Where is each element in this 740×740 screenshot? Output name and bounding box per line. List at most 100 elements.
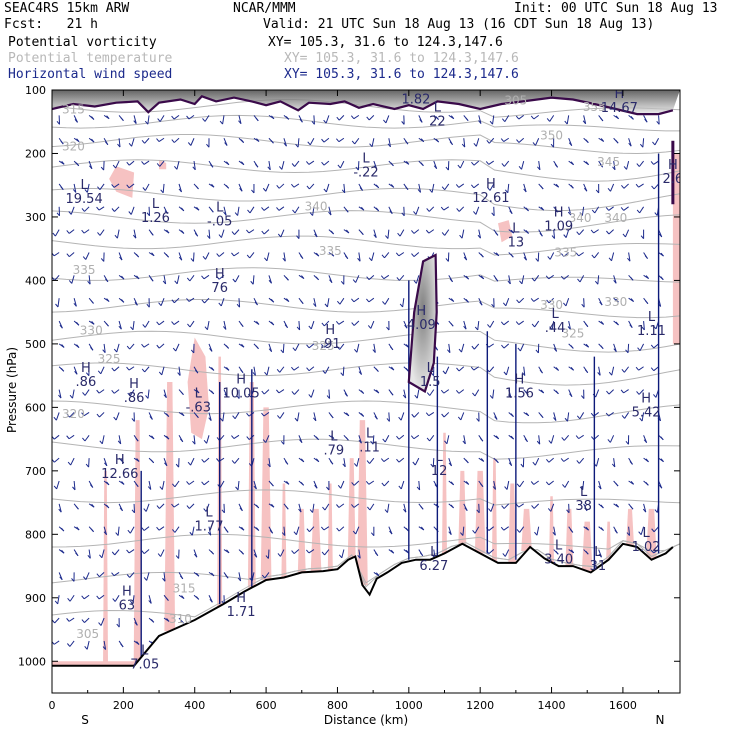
shading-column-23 [646, 508, 657, 560]
theta-line-9 [52, 330, 680, 353]
wind-vector-112 [118, 480, 125, 485]
terrain-line [52, 542, 674, 667]
wind-vector-136 [133, 480, 139, 488]
wind-vector-691 [538, 366, 543, 374]
theta-label-5: 335 [73, 263, 96, 277]
hl-letter-30: L [555, 539, 563, 554]
wind-vector-35 [73, 366, 78, 375]
wind-vector-385 [306, 160, 315, 165]
wind-vector-226 [193, 389, 200, 394]
wind-vector-529 [411, 229, 420, 234]
hl-value-23: .79 [324, 444, 345, 459]
wind-vector-126 [133, 252, 140, 258]
theta-label-15: 345 [597, 155, 620, 169]
wind-vector-388 [313, 229, 318, 238]
wind-vector-542 [418, 526, 425, 531]
wind-vector-339 [268, 503, 275, 508]
wind-vector-606 [473, 206, 480, 215]
wind-vector-382 [291, 549, 300, 554]
wind-vector-754 [576, 457, 585, 464]
wind-vector-504 [401, 115, 405, 125]
wind-vector-829 [636, 389, 644, 395]
wind-vector-59 [85, 366, 90, 377]
wind-vector-802 [620, 206, 629, 211]
wind-vector-341 [265, 549, 270, 559]
wind-vector-78 [100, 252, 105, 262]
wind-vector-269 [223, 366, 230, 371]
wind-vector-12 [58, 389, 62, 399]
wind-vector-106 [113, 343, 120, 353]
theta-line-16 [52, 540, 680, 618]
wind-vector-588 [459, 229, 465, 239]
wind-vector-506 [403, 160, 410, 165]
hl-value-27: 38 [575, 499, 592, 514]
wind-vector-453 [354, 343, 360, 353]
wind-vector-18 [58, 526, 65, 532]
wind-vector-301 [253, 115, 259, 122]
hl-letter-6: L [80, 178, 88, 193]
wind-vector-592 [463, 320, 467, 330]
theta-label-18: 305 [504, 94, 527, 108]
wind-vector-457 [358, 435, 362, 444]
wind-vector-376 [294, 412, 300, 422]
wind-vector-480 [367, 503, 375, 511]
wind-vector-276 [223, 526, 229, 533]
wind-vector-285 [231, 229, 240, 235]
wind-vector-184 [159, 480, 165, 490]
wind-vector-194 [178, 183, 183, 193]
hl-value-25: 12 [431, 464, 448, 479]
wind-vector-807 [628, 320, 633, 329]
wind-vector-192 [171, 137, 180, 143]
wind-vector-710 [553, 366, 559, 371]
wind-vector-511 [396, 275, 405, 281]
wind-vector-828 [635, 366, 644, 371]
wind-vector-193 [174, 160, 180, 170]
wind-vector-384 [307, 137, 315, 146]
wind-vector-155 [141, 366, 150, 373]
wind-vector-154 [141, 343, 150, 348]
wind-vector-720 [568, 138, 573, 146]
wind-vector-222 [186, 297, 195, 302]
wind-vector-636 [493, 457, 499, 464]
wind-vector-717 [552, 526, 556, 536]
wind-vector-706 [545, 274, 554, 280]
wind-vector-135 [133, 457, 140, 462]
wind-vector-140 [126, 572, 135, 578]
hl-label-25: L12 [431, 450, 448, 479]
wind-vector-448 [358, 229, 364, 236]
wind-vector-235 [193, 594, 200, 600]
stratosphere-shading [52, 90, 680, 115]
wind-vector-678 [515, 503, 524, 508]
wind-vector-655 [508, 434, 515, 440]
wind-vector-568 [440, 206, 450, 211]
legend-pv-name: Potential vorticity [8, 35, 157, 50]
wind-vector-792 [605, 412, 614, 417]
theta-contours [52, 99, 680, 618]
wind-vector-564 [448, 114, 455, 120]
wind-vector-208 [171, 503, 180, 508]
wind-vector-682 [537, 161, 541, 171]
wind-vector-778 [598, 549, 602, 558]
wind-vector-40 [72, 480, 76, 491]
wind-vector-743 [579, 206, 585, 216]
hl-letter-34: L [141, 643, 149, 658]
wind-vector-280 [238, 115, 242, 125]
wind-vector-391 [313, 298, 317, 307]
wind-vector-58 [88, 343, 94, 351]
y-axis-label: Pressure (hPa) [5, 347, 19, 433]
wind-vector-731 [568, 389, 573, 398]
wind-vector-643 [501, 160, 510, 167]
wind-vector-598 [463, 457, 469, 464]
wind-vector-621 [489, 115, 495, 125]
hl-value-21: -.63 [186, 400, 211, 415]
wind-vector-589 [463, 252, 468, 261]
wind-vector-498 [382, 435, 390, 443]
wind-vector-267 [222, 320, 227, 330]
wind-vector-172 [163, 206, 168, 214]
wind-vector-521 [403, 503, 407, 513]
hl-label-24: L.11 [359, 426, 380, 455]
hl-value-7: 1.26 [141, 211, 170, 226]
wind-vector-491 [380, 274, 390, 280]
wind-vector-627 [493, 252, 500, 257]
wind-vector-77 [97, 229, 105, 236]
